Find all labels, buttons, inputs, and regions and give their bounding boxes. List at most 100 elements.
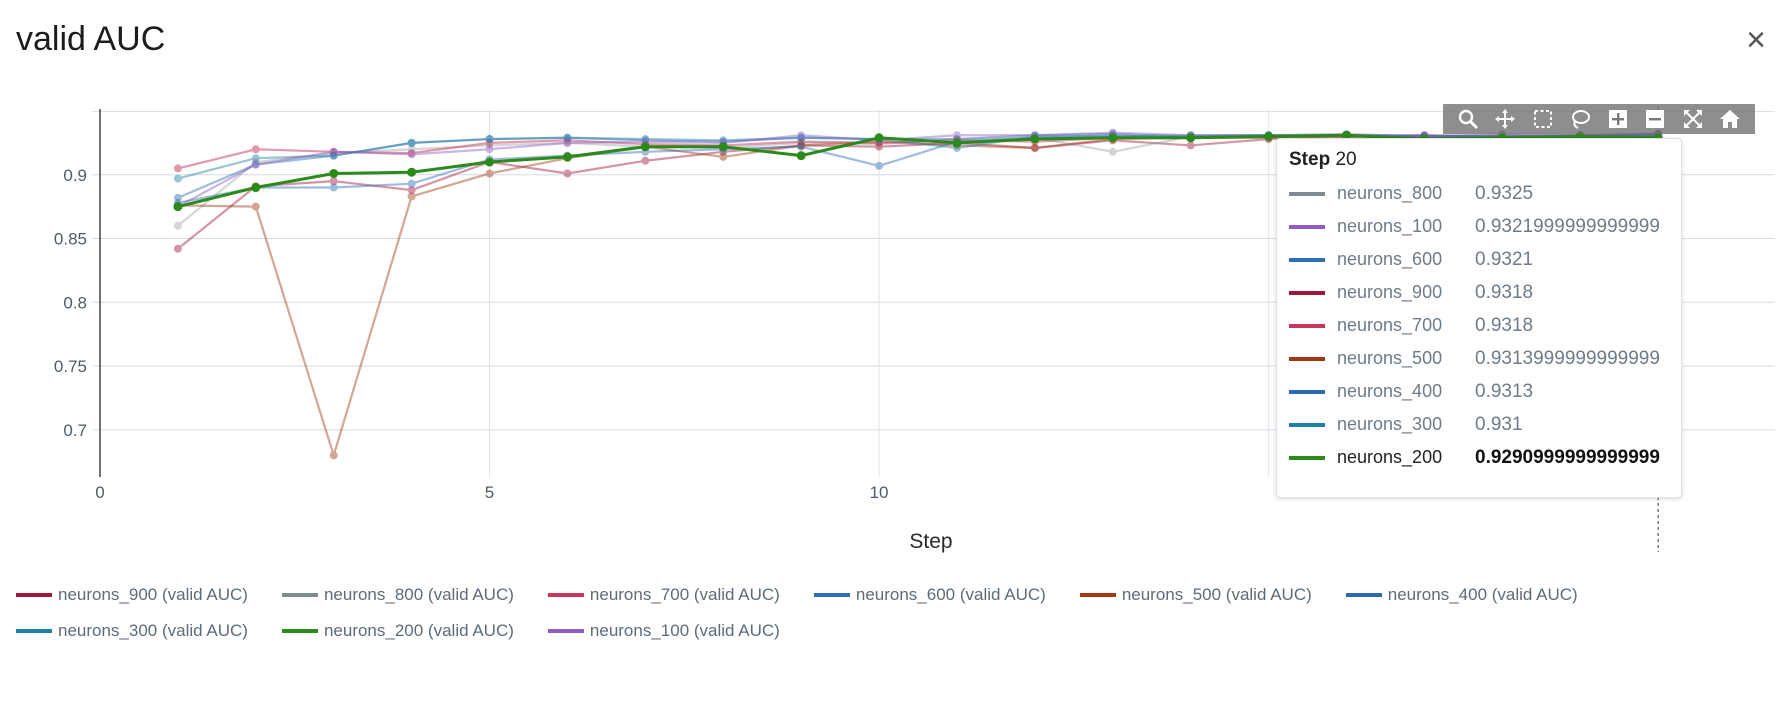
data-point (641, 136, 650, 145)
data-point (251, 158, 260, 167)
legend-swatch (547, 593, 584, 597)
y-tick-label: 0.85 (54, 230, 87, 249)
zoom-out-icon[interactable] (1642, 106, 1668, 132)
data-point (719, 136, 728, 145)
data-point (1030, 143, 1039, 152)
legend-item[interactable]: neurons_400 (valid AUC) (1345, 584, 1578, 606)
tooltip-header: Step 20 (1289, 149, 1669, 171)
legend-label: neurons_300 (valid AUC) (58, 621, 248, 640)
data-point (407, 150, 416, 159)
zoom-icon[interactable] (1455, 106, 1481, 132)
autoscale-icon[interactable] (1680, 106, 1706, 132)
data-point (407, 179, 416, 188)
data-point (485, 135, 494, 144)
tooltip-series-name: neurons_500 (1337, 348, 1443, 368)
lasso-select-icon[interactable] (1567, 106, 1593, 132)
data-point (251, 160, 260, 169)
series-line (177, 133, 1659, 460)
data-point (251, 145, 260, 154)
legend-swatch (547, 629, 584, 633)
data-point (173, 174, 182, 183)
data-point (329, 151, 338, 160)
y-tick-label: 0.7 (63, 421, 87, 440)
tooltip-series-name: neurons_100 (1337, 216, 1443, 236)
legend-label: neurons_800 (valid AUC) (323, 585, 514, 604)
data-point (797, 141, 806, 150)
data-point (329, 183, 338, 192)
data-point (173, 202, 183, 212)
tooltip-series-name: neurons_800 (1337, 183, 1443, 203)
tooltip-series-value: 0.9290999999999999 (1475, 446, 1660, 468)
box-select-icon[interactable] (1530, 106, 1556, 132)
data-point (562, 152, 572, 162)
tooltip-row: neurons_500 0.9313999999999999 (1289, 342, 1669, 375)
tooltip-row: neurons_200 0.9290999999999999 (1289, 441, 1669, 474)
legend-item[interactable]: neurons_800 (valid AUC) (281, 584, 514, 606)
data-point (641, 156, 650, 165)
data-point (485, 157, 495, 167)
data-point (874, 133, 884, 143)
zoom-in-icon[interactable] (1605, 106, 1631, 132)
legend-label: neurons_400 (valid AUC) (1387, 585, 1578, 604)
legend-label: neurons_900 (valid AUC) (58, 585, 248, 604)
legend-label: neurons_700 (valid AUC) (589, 585, 780, 604)
legend-item[interactable]: neurons_900 (valid AUC) (16, 584, 248, 606)
legend-swatch (1345, 593, 1382, 597)
series-line (177, 131, 1659, 208)
data-point (329, 147, 338, 156)
tooltip-series-name: neurons_400 (1337, 381, 1443, 401)
tooltip-step-value: 20 (1335, 149, 1357, 170)
hover-tooltip: Step 20 neurons_800 0.9325 neurons_100 0.93… (1276, 138, 1682, 498)
data-point (407, 186, 416, 195)
legend-label: neurons_200 (valid AUC) (323, 621, 514, 640)
data-point (640, 142, 650, 152)
data-point (797, 133, 806, 142)
tooltip-series-name: neurons_700 (1337, 315, 1443, 335)
data-point (173, 221, 182, 230)
legend-item[interactable]: neurons_200 (valid AUC) (281, 620, 514, 642)
data-point (329, 147, 338, 156)
legend-item[interactable]: neurons_600 (valid AUC) (813, 584, 1046, 606)
y-tick-label: 0.8 (63, 293, 87, 312)
data-point (251, 154, 260, 163)
data-point (485, 169, 494, 178)
legend-item[interactable]: neurons_300 (valid AUC) (16, 620, 248, 642)
tooltip-series-value: 0.9318 (1475, 314, 1534, 336)
data-point (1108, 133, 1118, 143)
data-point (797, 142, 806, 151)
legend-label: neurons_600 (valid AUC) (855, 585, 1046, 604)
tooltip-rows: neurons_800 0.9325 neurons_100 0.9321999999… (1289, 177, 1669, 474)
legend-swatch (281, 629, 318, 633)
data-point (407, 149, 416, 158)
data-point (407, 138, 416, 147)
series-line (177, 133, 1659, 204)
data-point (641, 135, 650, 144)
tooltip-row: neurons_100 0.9321999999999999 (1289, 210, 1669, 243)
data-point (1186, 141, 1195, 150)
reset-axes-icon[interactable] (1717, 106, 1743, 132)
data-point (1030, 134, 1040, 144)
legend-item[interactable]: neurons_100 (valid AUC) (547, 620, 780, 642)
tooltip-series-value: 0.9313 (1475, 380, 1534, 402)
data-point (563, 136, 572, 145)
data-point (251, 183, 261, 193)
tooltip-series-name: neurons_200 (1337, 447, 1443, 467)
tooltip-series-value: 0.9313999999999999 (1475, 347, 1660, 369)
tooltip-swatch (1289, 422, 1325, 427)
x-tick-label: 0 (95, 483, 104, 502)
tooltip-swatch (1289, 224, 1325, 229)
data-point (797, 133, 806, 142)
close-button[interactable]: × (1746, 21, 1766, 59)
legend-item[interactable]: neurons_500 (valid AUC) (1079, 584, 1312, 606)
data-point (485, 145, 494, 154)
tooltip-step-label: Step (1289, 149, 1331, 170)
legend-swatch (1079, 593, 1116, 597)
data-point (563, 133, 572, 142)
pan-icon[interactable] (1492, 106, 1518, 132)
data-point (407, 167, 417, 177)
legend-item[interactable]: neurons_700 (valid AUC) (547, 584, 780, 606)
data-point (485, 138, 494, 147)
tooltip-row: neurons_900 0.9318 (1289, 276, 1669, 309)
tooltip-row: neurons_800 0.9325 (1289, 177, 1669, 210)
